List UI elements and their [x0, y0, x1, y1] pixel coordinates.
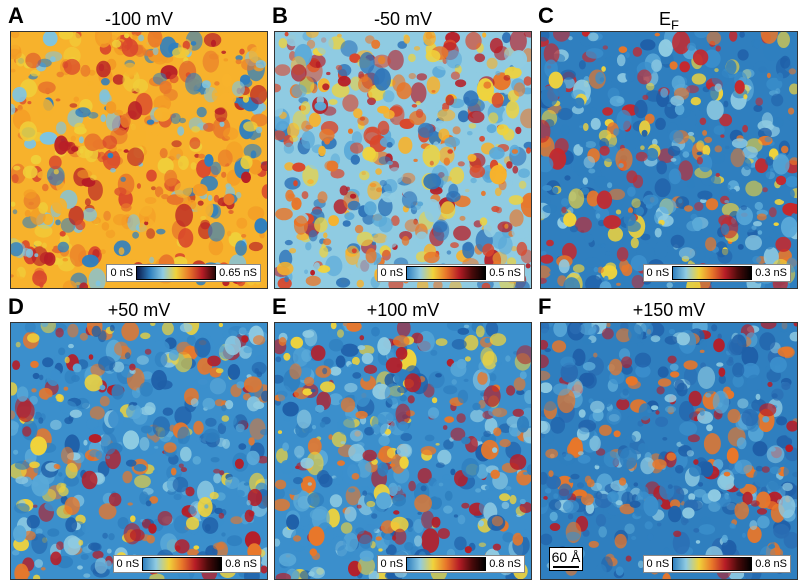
conductance-map: 0 nS 0.3 nS [540, 31, 798, 289]
panel-title: +50 mV [8, 300, 270, 320]
colorbar-legend: 0 nS 0.8 nS [376, 555, 525, 573]
colorbar [406, 557, 487, 571]
panel-title: -100 mV [8, 9, 270, 29]
colorbar-legend: 0 nS 0.65 nS [106, 264, 261, 282]
panel-letter: C [538, 3, 554, 28]
conductance-map: 0 nS 0.8 nS 60 Å [540, 322, 798, 580]
panel-title: -50 mV [272, 9, 534, 29]
panel-title-text: -50 mV [373, 9, 433, 29]
legend-min-label: 0 nS [380, 267, 404, 279]
panel-letter: F [538, 294, 552, 319]
panel-a: A -100 mV 0 nS 0.65 nS [8, 5, 270, 295]
conductance-map: 0 nS 0.8 nS [10, 322, 268, 580]
panel-title-text: +50 mV [107, 300, 171, 320]
conductance-texture [11, 32, 267, 288]
panel-title: EF [538, 9, 800, 36]
colorbar [136, 266, 217, 280]
colorbar-legend: 0 nS 0.5 nS [376, 264, 525, 282]
colorbar-legend: 0 nS 0.8 nS [112, 555, 261, 573]
panel-letter: B [272, 3, 288, 28]
legend-min-label: 0 nS [116, 558, 140, 570]
legend-max-label: 0.5 nS [489, 267, 521, 279]
panel-e: E +100 mV 0 nS 0.8 nS [272, 296, 534, 586]
conductance-map: 0 nS 0.65 nS [10, 31, 268, 289]
legend-max-label: 0.8 nS [225, 558, 257, 570]
panel-title-text: E [659, 9, 672, 29]
colorbar [672, 557, 753, 571]
legend-min-label: 0 nS [110, 267, 134, 279]
panel-title-text: +100 mV [366, 300, 440, 320]
panel-c: C EF 0 nS 0.3 nS [538, 5, 800, 295]
colorbar-legend: 0 nS 0.3 nS [642, 264, 791, 282]
panel-b: B -50 mV 0 nS 0.5 nS [272, 5, 534, 295]
panel-title-text: +150 mV [632, 300, 706, 320]
conductance-map: 0 nS 0.8 nS [274, 322, 532, 580]
legend-min-label: 0 nS [646, 558, 670, 570]
conductance-texture [275, 323, 531, 579]
panel-f: F +150 mV 0 nS 0.8 nS 60 Å [538, 296, 800, 586]
legend-max-label: 0.8 nS [755, 558, 787, 570]
conductance-texture [541, 323, 797, 579]
panel-title: +150 mV [538, 300, 800, 320]
conductance-texture [11, 323, 267, 579]
legend-max-label: 0.65 nS [219, 267, 257, 279]
panel-letter: A [8, 3, 24, 28]
legend-min-label: 0 nS [646, 267, 670, 279]
panel-title: +100 mV [272, 300, 534, 320]
legend-min-label: 0 nS [380, 558, 404, 570]
conductance-texture [275, 32, 531, 288]
panel-letter: D [8, 294, 24, 319]
conductance-texture [541, 32, 797, 288]
panel-d: D +50 mV 0 nS 0.8 nS [8, 296, 270, 586]
colorbar-legend: 0 nS 0.8 nS [642, 555, 791, 573]
panel-letter: E [272, 294, 287, 319]
conductance-map: 0 nS 0.5 nS [274, 31, 532, 289]
colorbar [672, 266, 753, 280]
legend-max-label: 0.3 nS [755, 267, 787, 279]
panel-title-text: -100 mV [104, 9, 174, 29]
colorbar [142, 557, 223, 571]
panel-title-subscript: F [671, 17, 679, 33]
legend-max-label: 0.8 nS [489, 558, 521, 570]
colorbar [406, 266, 487, 280]
scale-bar: 60 Å [549, 547, 583, 571]
